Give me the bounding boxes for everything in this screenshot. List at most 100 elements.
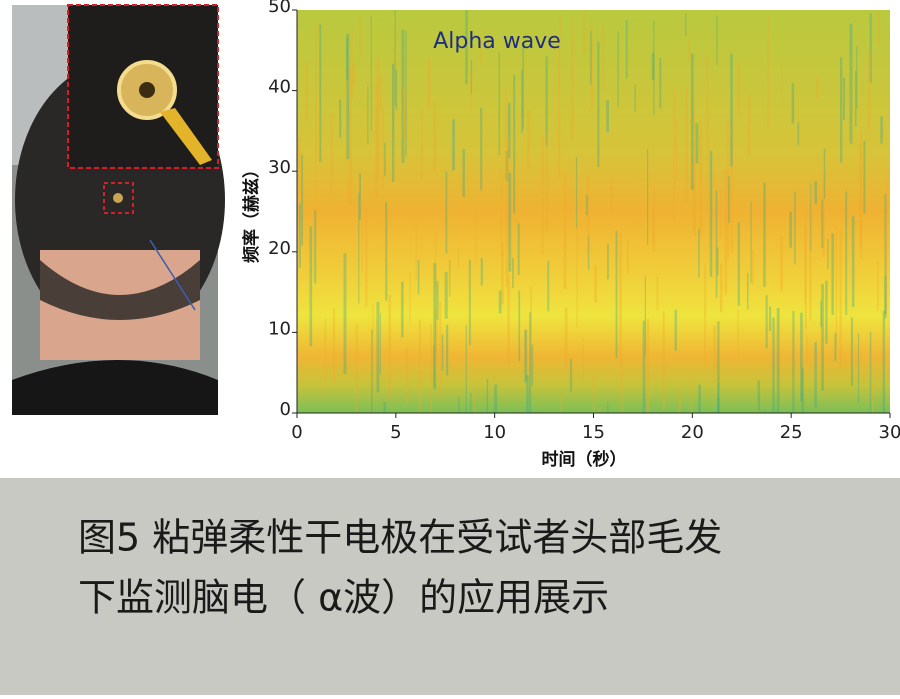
texture-stripe bbox=[391, 63, 395, 182]
texture-stripe bbox=[582, 339, 584, 383]
texture-stripe bbox=[835, 226, 838, 348]
spectrogram bbox=[297, 10, 890, 413]
texture-stripe bbox=[768, 306, 772, 331]
texture-stripe bbox=[394, 10, 396, 106]
x-tick-label: 5 bbox=[390, 422, 401, 443]
texture-stripe bbox=[599, 408, 601, 413]
texture-stripe bbox=[504, 88, 507, 149]
texture-stripe bbox=[767, 16, 770, 130]
texture-stripe bbox=[298, 203, 301, 268]
y-tick-label: 30 bbox=[268, 157, 291, 178]
texture-stripe bbox=[508, 172, 512, 272]
texture-stripe bbox=[439, 301, 442, 398]
texture-stripe bbox=[662, 311, 665, 411]
texture-stripe bbox=[376, 301, 380, 393]
texture-stripe bbox=[370, 16, 372, 132]
texture-stripe bbox=[375, 82, 379, 198]
texture-stripe bbox=[750, 201, 752, 283]
texture-stripe bbox=[589, 30, 592, 85]
texture-stripe bbox=[309, 226, 313, 347]
texture-stripe bbox=[698, 229, 700, 278]
texture-stripe bbox=[806, 335, 808, 366]
texture-stripe bbox=[563, 170, 567, 289]
texture-stripe bbox=[449, 259, 451, 297]
photo bbox=[12, 4, 225, 415]
texture-stripe bbox=[831, 233, 834, 316]
texture-stripe bbox=[541, 135, 544, 254]
texture-stripe bbox=[692, 93, 695, 232]
texture-stripe bbox=[626, 238, 629, 274]
texture-stripe bbox=[379, 312, 381, 375]
texture-stripe bbox=[415, 222, 417, 281]
texture-stripe bbox=[737, 63, 741, 116]
texture-stripe bbox=[717, 397, 720, 413]
texture-stripe bbox=[433, 263, 437, 390]
texture-stripe bbox=[651, 52, 655, 81]
texture-stripe bbox=[695, 123, 699, 164]
texture-stripe bbox=[559, 15, 562, 40]
texture-stripe bbox=[339, 99, 342, 138]
texture-stripe bbox=[797, 122, 800, 145]
texture-stripe bbox=[385, 202, 388, 301]
texture-stripe bbox=[526, 375, 529, 413]
texture-stripe bbox=[470, 392, 472, 413]
texture-stripe bbox=[468, 259, 471, 345]
y-tick-label: 10 bbox=[268, 318, 291, 339]
texture-stripe bbox=[576, 225, 578, 328]
texture-stripe bbox=[757, 380, 761, 411]
texture-stripe bbox=[845, 191, 848, 315]
texture-stripe bbox=[730, 53, 733, 167]
texture-stripe bbox=[818, 183, 820, 212]
texture-stripe bbox=[647, 149, 649, 245]
texture-stripe bbox=[298, 137, 301, 196]
texture-stripe bbox=[430, 324, 432, 413]
texture-stripe bbox=[358, 16, 362, 57]
texture-stripe bbox=[849, 23, 853, 144]
texture-stripe bbox=[821, 283, 824, 391]
texture-stripe bbox=[465, 324, 467, 413]
texture-stripe bbox=[486, 379, 489, 413]
texture-stripe bbox=[498, 290, 502, 314]
texture-stripe bbox=[479, 36, 482, 64]
texture-stripe bbox=[418, 319, 421, 413]
texture-stripe bbox=[726, 120, 729, 259]
texture-stripe bbox=[505, 151, 509, 181]
texture-stripe bbox=[590, 21, 593, 110]
texture-stripe bbox=[388, 294, 391, 399]
texture-stripe bbox=[884, 275, 887, 315]
texture-stripe bbox=[765, 295, 768, 349]
texture-stripe bbox=[527, 110, 531, 168]
texture-stripe bbox=[494, 384, 498, 413]
texture-stripe bbox=[717, 321, 720, 413]
texture-stripe bbox=[315, 99, 317, 230]
texture-stripe bbox=[607, 401, 609, 413]
x-tick-label: 10 bbox=[483, 422, 506, 443]
texture-stripe bbox=[585, 194, 589, 216]
texture-stripe bbox=[855, 70, 857, 127]
texture-stripe bbox=[501, 243, 504, 305]
texture-stripe bbox=[859, 142, 862, 247]
texture-stripe bbox=[825, 280, 828, 344]
texture-stripe bbox=[421, 109, 423, 180]
texture-stripe bbox=[513, 74, 516, 214]
texture-stripe bbox=[634, 84, 636, 112]
texture-stripe bbox=[871, 383, 874, 413]
texture-stripe bbox=[839, 229, 842, 369]
texture-stripe bbox=[346, 37, 348, 80]
texture-stripe bbox=[867, 52, 871, 131]
texture-stripe bbox=[678, 388, 681, 413]
texture-stripe bbox=[372, 303, 374, 413]
texture-stripe bbox=[530, 286, 532, 395]
texture-stripe bbox=[587, 235, 590, 270]
texture-stripe bbox=[465, 10, 468, 85]
texture-stripe bbox=[724, 169, 728, 295]
texture-stripe bbox=[500, 168, 503, 257]
texture-stripe bbox=[379, 75, 382, 110]
texture-stripe bbox=[827, 239, 829, 270]
texture-stripe bbox=[737, 222, 740, 306]
texture-stripe bbox=[809, 202, 812, 321]
texture-stripe bbox=[789, 211, 793, 248]
texture-stripe bbox=[610, 179, 613, 215]
x-tick-label: 30 bbox=[879, 422, 900, 443]
texture-stripe bbox=[719, 263, 723, 313]
